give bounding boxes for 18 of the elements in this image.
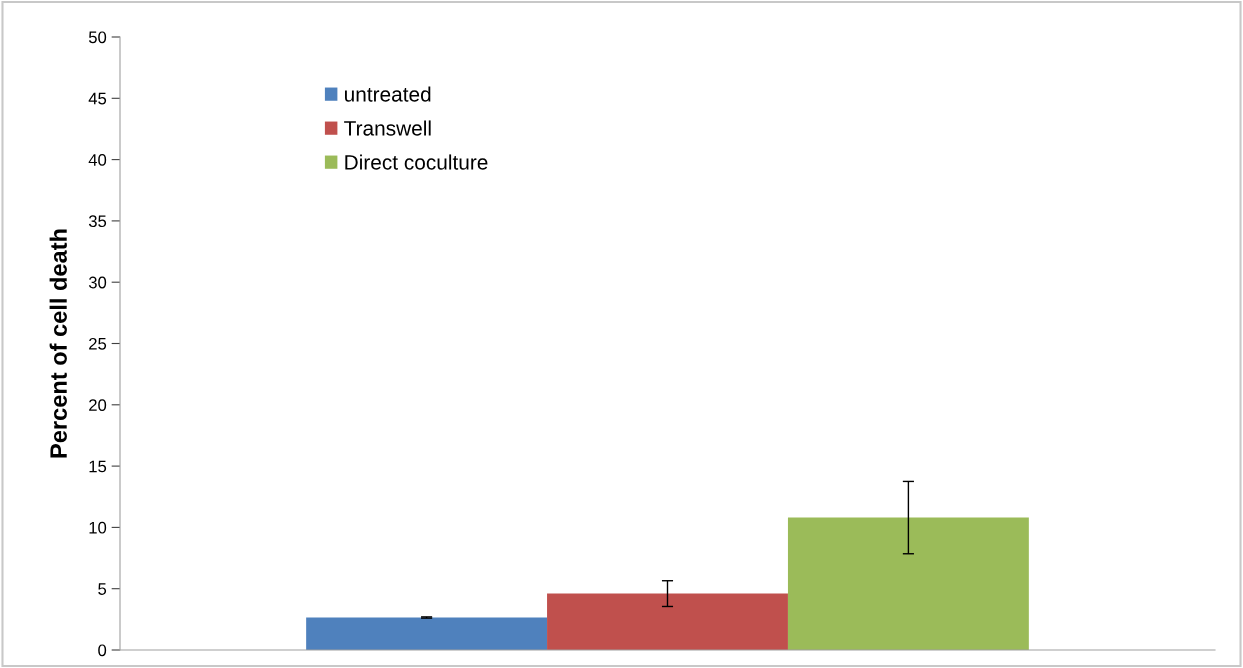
y-tick-label: 10: [89, 521, 107, 534]
y-tick-label: 50: [88, 31, 107, 44]
y-axis-title: Percent of cell death: [49, 229, 67, 458]
bar: [547, 593, 788, 650]
bar: [787, 517, 1029, 650]
legend-label: Direct coculture: [345, 154, 488, 170]
bar: [306, 617, 548, 650]
y-tick-label: 0: [98, 644, 107, 657]
y-tick-label: 35: [88, 215, 107, 228]
y-tick-label: 15: [89, 460, 107, 473]
y-tick-label: 25: [89, 337, 107, 350]
y-tick-label: 45: [88, 92, 107, 105]
legend-label: Transwell: [344, 120, 431, 136]
y-tick-label: 30: [88, 276, 107, 289]
y-tick-label: 5: [98, 583, 107, 595]
y-tick-label: 40: [88, 154, 107, 166]
y-tick-label: 20: [89, 399, 107, 411]
legend-label: untreated: [345, 86, 431, 102]
